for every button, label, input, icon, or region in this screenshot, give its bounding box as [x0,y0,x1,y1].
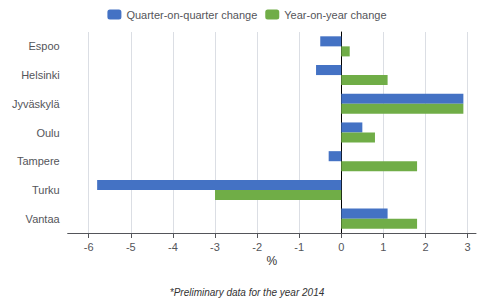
svg-text:Turku: Turku [32,184,60,196]
svg-text:Vantaa: Vantaa [26,213,61,225]
svg-text:%: % [267,254,278,268]
svg-text:-1: -1 [294,241,304,253]
svg-text:Espoo: Espoo [28,40,59,52]
svg-text:-2: -2 [252,241,262,253]
svg-text:*Preliminary data for the year: *Preliminary data for the year 2014 [170,287,325,298]
svg-text:Tampere: Tampere [17,155,60,167]
svg-text:-4: -4 [168,241,178,253]
svg-text:-5: -5 [126,241,136,253]
svg-text:1: 1 [380,241,386,253]
svg-text:-6: -6 [84,241,94,253]
svg-text:Jyväskylä: Jyväskylä [12,98,61,110]
svg-text:Quarter-on-quarter change: Quarter-on-quarter change [126,9,257,21]
svg-text:3: 3 [465,241,471,253]
svg-text:-3: -3 [210,241,220,253]
svg-text:2: 2 [422,241,428,253]
svg-text:Oulu: Oulu [36,127,59,139]
svg-text:0: 0 [338,241,344,253]
svg-text:Year-on-year change: Year-on-year change [284,9,386,21]
svg-text:Helsinki: Helsinki [21,69,60,81]
